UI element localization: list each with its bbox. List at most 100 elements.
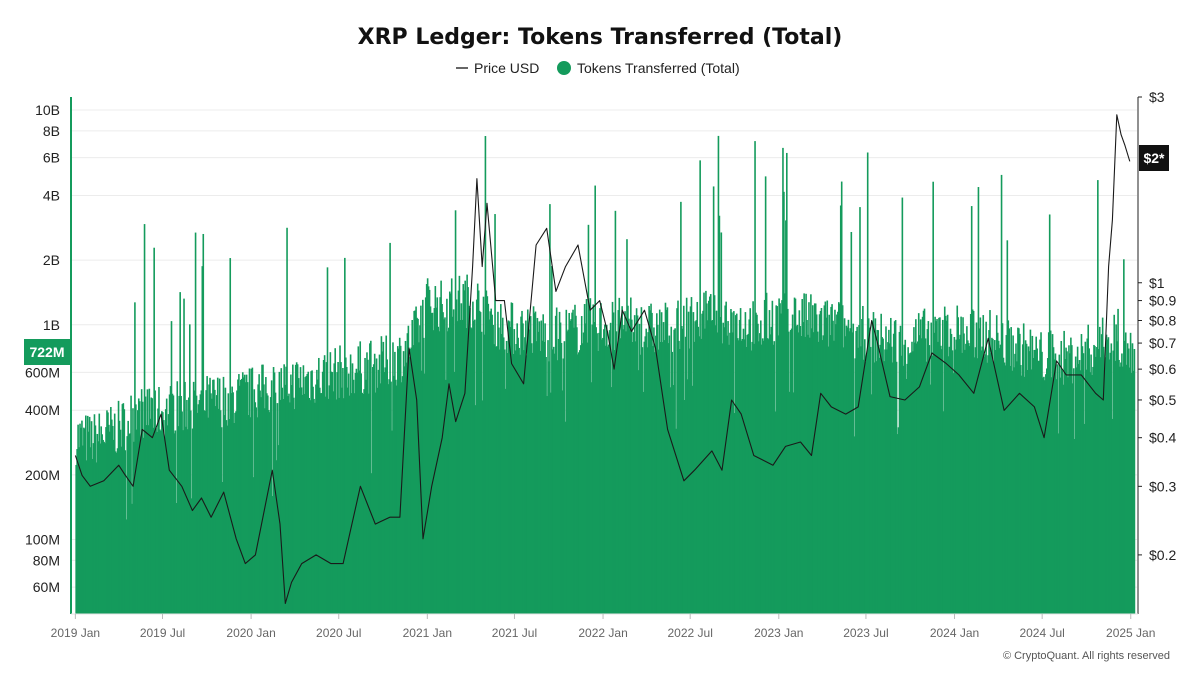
token-bar xyxy=(127,420,129,614)
token-bar xyxy=(901,197,904,614)
token-bar xyxy=(1005,335,1008,614)
token-bar xyxy=(755,312,757,614)
token-bar xyxy=(718,215,721,615)
token-bar xyxy=(659,341,662,614)
token-bar xyxy=(1130,372,1133,614)
token-bar xyxy=(400,382,403,614)
token-bar xyxy=(713,295,716,614)
token-bar xyxy=(202,233,205,615)
token-bar xyxy=(187,429,189,614)
token-bar xyxy=(761,338,764,614)
token-bar xyxy=(111,419,113,614)
token-bar xyxy=(85,460,88,614)
token-bar xyxy=(478,310,481,614)
token-bar xyxy=(1054,353,1057,614)
token-bar xyxy=(396,385,398,614)
token-bar xyxy=(467,287,469,614)
y-right-tick-label: $1 xyxy=(1149,275,1165,291)
token-bar xyxy=(668,335,671,614)
token-bar xyxy=(473,320,475,614)
token-bar xyxy=(672,385,674,614)
token-bar xyxy=(1111,418,1114,614)
token-bar xyxy=(981,346,984,614)
token-bar xyxy=(650,303,652,614)
token-bar xyxy=(1127,348,1130,614)
token-bar xyxy=(918,335,921,614)
token-bar xyxy=(1100,334,1103,614)
token-bar xyxy=(270,380,273,614)
x-tick-label: 2024 Jul xyxy=(1019,626,1064,640)
token-bar xyxy=(491,314,493,614)
token-bar xyxy=(842,347,845,614)
token-bar xyxy=(577,354,579,614)
token-bar xyxy=(798,310,801,614)
token-bar xyxy=(708,296,711,614)
token-bar xyxy=(1046,358,1049,614)
token-bar xyxy=(144,396,147,614)
token-bar xyxy=(820,308,823,614)
token-bar xyxy=(931,355,934,614)
token-bar xyxy=(104,443,106,614)
y-left-tick-label: 600M xyxy=(25,364,60,380)
y-left-tick-label: 6B xyxy=(43,150,60,166)
token-bar xyxy=(330,371,333,614)
token-bar xyxy=(772,344,775,614)
token-bar xyxy=(563,341,566,614)
token-bar xyxy=(532,306,535,614)
token-bar xyxy=(957,317,960,614)
token-bar xyxy=(95,462,98,614)
token-bar xyxy=(177,426,180,614)
token-bar xyxy=(968,343,970,614)
token-bar xyxy=(864,361,867,614)
token-bar xyxy=(320,393,323,614)
token-bar xyxy=(193,390,196,614)
token-bar xyxy=(819,310,822,614)
price-badge-background xyxy=(1139,145,1169,171)
token-bar xyxy=(736,338,739,614)
token-bar xyxy=(506,353,509,614)
token-bar xyxy=(335,399,337,614)
token-bar xyxy=(1082,353,1085,614)
token-bar xyxy=(571,312,573,614)
legend-price-label[interactable]: Price USD xyxy=(474,60,539,76)
token-bar xyxy=(570,319,572,614)
token-bar xyxy=(685,297,688,614)
token-bar xyxy=(487,303,490,614)
token-bar xyxy=(1065,347,1067,614)
token-bar xyxy=(431,312,434,614)
token-bar xyxy=(890,346,893,614)
token-bar xyxy=(340,362,342,614)
token-bar xyxy=(479,312,482,614)
token-bar xyxy=(565,309,568,614)
token-bar xyxy=(1106,339,1109,614)
token-bar xyxy=(621,306,623,614)
token-bar xyxy=(734,413,736,614)
token-bar xyxy=(292,364,294,614)
token-bar xyxy=(1002,357,1005,614)
token-bar xyxy=(250,368,253,614)
token-bar xyxy=(658,309,661,614)
token-bar xyxy=(226,425,229,614)
token-bar xyxy=(967,340,969,614)
token-bar xyxy=(507,320,510,614)
legend-tokens-label[interactable]: Tokens Transferred (Total) xyxy=(577,60,740,76)
token-bar xyxy=(545,357,547,614)
token-bar xyxy=(1128,367,1131,614)
token-bar xyxy=(971,309,974,614)
token-bar xyxy=(152,427,154,614)
y-left-tick-label: 4B xyxy=(43,187,60,203)
y-left-tick-label: 60M xyxy=(33,579,60,595)
token-bar xyxy=(140,389,143,614)
token-bar xyxy=(739,308,742,614)
token-bar xyxy=(189,324,191,614)
token-bar xyxy=(944,315,947,614)
token-bar xyxy=(402,351,405,614)
token-bar xyxy=(588,304,591,614)
token-bar xyxy=(175,502,178,614)
token-bar xyxy=(524,337,526,614)
token-bar xyxy=(146,389,149,614)
token-bar xyxy=(1133,348,1136,614)
token-bar xyxy=(630,319,633,614)
token-bar xyxy=(870,394,873,614)
token-bar xyxy=(119,429,122,614)
